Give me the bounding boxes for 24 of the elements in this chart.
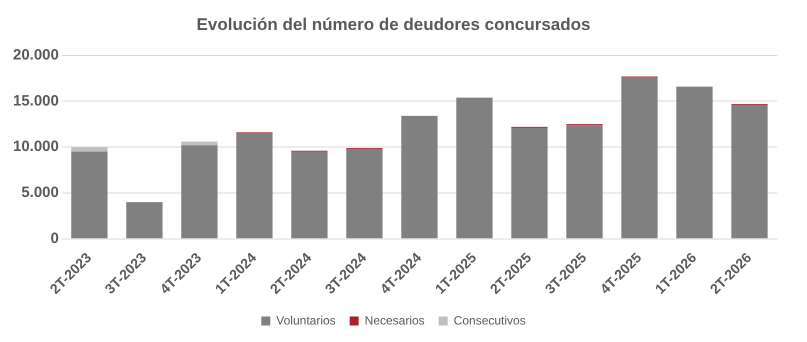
- bar: [71, 152, 108, 238]
- bar: [291, 152, 328, 238]
- bar: [346, 148, 383, 238]
- bar: [181, 142, 218, 146]
- bar: [511, 128, 548, 238]
- y-tick-label: 5.000: [21, 184, 59, 202]
- bar: [566, 125, 603, 238]
- bar: [401, 116, 438, 238]
- bar: [126, 202, 163, 238]
- legend-label: Necesarios: [364, 313, 425, 328]
- legend-label: Consecutivos: [454, 313, 526, 328]
- y-tick-label: 0: [50, 230, 59, 247]
- chart-title: Evolución del número de deudores concursados: [196, 14, 590, 34]
- bar: [456, 98, 493, 238]
- legend-label: Voluntarios: [276, 313, 336, 328]
- bar: [71, 147, 108, 152]
- bar: [676, 86, 713, 238]
- y-tick-label: 15.000: [12, 92, 59, 110]
- y-tick-label: 10.000: [12, 138, 59, 156]
- bar: [621, 77, 658, 238]
- y-tick-label: 20.000: [12, 46, 59, 64]
- bar: [181, 145, 218, 238]
- bar: [731, 104, 768, 238]
- bar: [236, 133, 273, 238]
